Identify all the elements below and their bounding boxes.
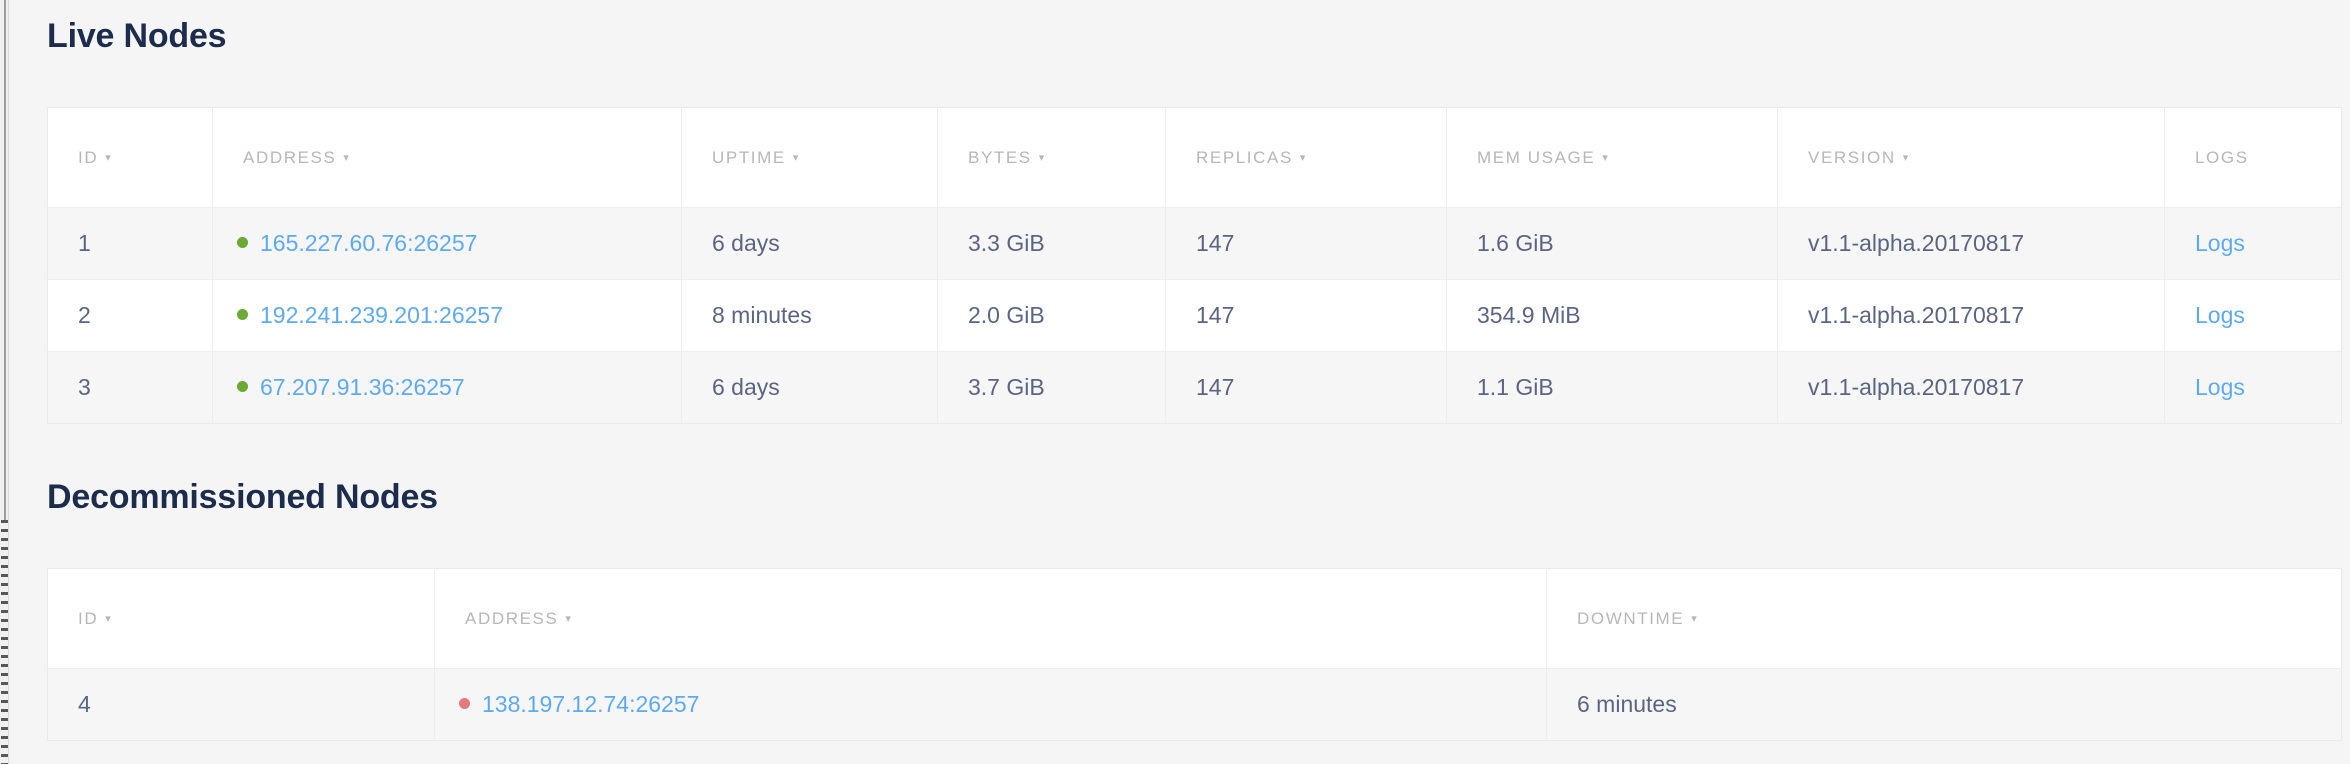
column-header-id[interactable]: ID ▾ <box>47 568 435 669</box>
sidebar-truncated-content <box>1 520 8 764</box>
column-header-label: ADDRESS <box>465 608 559 628</box>
column-header-label: VERSION <box>1808 147 1896 167</box>
cell-version: v1.1-alpha.20170817 <box>1777 279 2165 352</box>
column-header-label: REPLICAS <box>1196 147 1293 167</box>
cell-mem-usage: 354.9 MiB <box>1446 279 1778 352</box>
cell-logs: Logs <box>2164 279 2342 352</box>
decommissioned-nodes-heading: Decommissioned Nodes <box>47 478 438 516</box>
cell-id: 4 <box>47 668 435 741</box>
decommissioned-table-header-row: ID ▾ ADDRESS ▾ DOWNTIME ▾ <box>47 568 2342 669</box>
cell-logs: Logs <box>2164 207 2342 280</box>
cell-id: 2 <box>47 279 213 352</box>
live-nodes-heading: Live Nodes <box>47 17 227 55</box>
column-header-label: ID <box>78 147 99 167</box>
node-address-link[interactable]: 138.197.12.74:26257 <box>482 691 700 717</box>
status-dot-dead-icon <box>459 698 470 709</box>
column-header-label: MEM USAGE <box>1477 147 1596 167</box>
column-header-downtime[interactable]: DOWNTIME ▾ <box>1546 568 2342 669</box>
cell-mem-usage: 1.1 GiB <box>1446 351 1778 424</box>
sidebar-edge-sliver <box>0 0 9 764</box>
sidebar-divider <box>4 0 6 520</box>
sort-caret-icon[interactable]: ▾ <box>1038 151 1045 164</box>
column-header-replicas[interactable]: REPLICAS ▾ <box>1165 107 1447 208</box>
table-row: 4 138.197.12.74:26257 6 minutes <box>47 668 2342 741</box>
nodes-page: Live Nodes ID ▾ ADDRESS ▾ UPTIME ▾ BYTES ▾ <box>9 0 2350 764</box>
cell-uptime: 6 days <box>681 351 938 424</box>
cell-replicas: 147 <box>1165 351 1447 424</box>
status-dot-live-icon <box>237 381 248 392</box>
cell-address: 138.197.12.74:26257 <box>434 668 1547 741</box>
cell-address: 192.241.239.201:26257 <box>212 279 682 352</box>
column-header-version[interactable]: VERSION ▾ <box>1777 107 2165 208</box>
column-header-label: BYTES <box>968 147 1032 167</box>
column-header-uptime[interactable]: UPTIME ▾ <box>681 107 938 208</box>
cell-id: 3 <box>47 351 213 424</box>
live-nodes-table: ID ▾ ADDRESS ▾ UPTIME ▾ BYTES ▾ REPLICAS ▾ ME… <box>47 107 2342 424</box>
table-row: 2 192.241.239.201:26257 8 minutes 2.0 Gi… <box>47 279 2342 352</box>
logs-link[interactable]: Logs <box>2195 302 2245 328</box>
cell-logs: Logs <box>2164 351 2342 424</box>
sort-caret-icon[interactable]: ▾ <box>343 151 349 164</box>
sort-caret-icon[interactable]: ▾ <box>105 151 111 164</box>
column-header-label: LOGS <box>2195 147 2249 167</box>
column-header-bytes[interactable]: BYTES ▾ <box>937 107 1166 208</box>
cell-bytes: 3.7 GiB <box>937 351 1166 424</box>
live-table-header-row: ID ▾ ADDRESS ▾ UPTIME ▾ BYTES ▾ REPLICAS ▾ ME… <box>47 107 2342 208</box>
node-address-link[interactable]: 67.207.91.36:26257 <box>260 374 465 400</box>
sort-caret-icon[interactable]: ▾ <box>1602 151 1608 164</box>
column-header-address[interactable]: ADDRESS ▾ <box>212 107 682 208</box>
status-dot-live-icon <box>237 309 248 320</box>
column-header-logs: LOGS <box>2164 107 2342 208</box>
cell-version: v1.1-alpha.20170817 <box>1777 207 2165 280</box>
table-row: 1 165.227.60.76:26257 6 days 3.3 GiB 147… <box>47 207 2342 280</box>
cell-replicas: 147 <box>1165 279 1447 352</box>
column-header-label: UPTIME <box>712 147 786 167</box>
node-address-link[interactable]: 192.241.239.201:26257 <box>260 302 504 328</box>
logs-link[interactable]: Logs <box>2195 374 2245 400</box>
cell-version: v1.1-alpha.20170817 <box>1777 351 2165 424</box>
column-header-label: DOWNTIME <box>1577 608 1685 628</box>
logs-link[interactable]: Logs <box>2195 230 2245 256</box>
column-header-id[interactable]: ID ▾ <box>47 107 213 208</box>
sort-caret-icon[interactable]: ▾ <box>1691 612 1697 625</box>
sort-caret-icon[interactable]: ▾ <box>105 612 111 625</box>
cell-address: 165.227.60.76:26257 <box>212 207 682 280</box>
sort-caret-icon[interactable]: ▾ <box>1299 151 1306 164</box>
sort-caret-icon[interactable]: ▾ <box>1902 151 1909 164</box>
decommissioned-nodes-table: ID ▾ ADDRESS ▾ DOWNTIME ▾ 4 138.197.12.74:2… <box>47 568 2342 741</box>
sort-caret-icon[interactable]: ▾ <box>565 612 571 625</box>
column-header-label: ADDRESS <box>243 147 337 167</box>
sort-caret-icon[interactable]: ▾ <box>792 151 799 164</box>
table-row: 3 67.207.91.36:26257 6 days 3.7 GiB 147 … <box>47 351 2342 424</box>
cell-address: 67.207.91.36:26257 <box>212 351 682 424</box>
cell-uptime: 8 minutes <box>681 279 938 352</box>
cell-replicas: 147 <box>1165 207 1447 280</box>
column-header-label: ID <box>78 608 99 628</box>
column-header-mem-usage[interactable]: MEM USAGE ▾ <box>1446 107 1778 208</box>
cell-bytes: 3.3 GiB <box>937 207 1166 280</box>
cell-uptime: 6 days <box>681 207 938 280</box>
column-header-address[interactable]: ADDRESS ▾ <box>434 568 1547 669</box>
cell-downtime: 6 minutes <box>1546 668 2342 741</box>
status-dot-live-icon <box>237 237 248 248</box>
cell-mem-usage: 1.6 GiB <box>1446 207 1778 280</box>
cell-bytes: 2.0 GiB <box>937 279 1166 352</box>
node-address-link[interactable]: 165.227.60.76:26257 <box>260 230 478 256</box>
cell-id: 1 <box>47 207 213 280</box>
